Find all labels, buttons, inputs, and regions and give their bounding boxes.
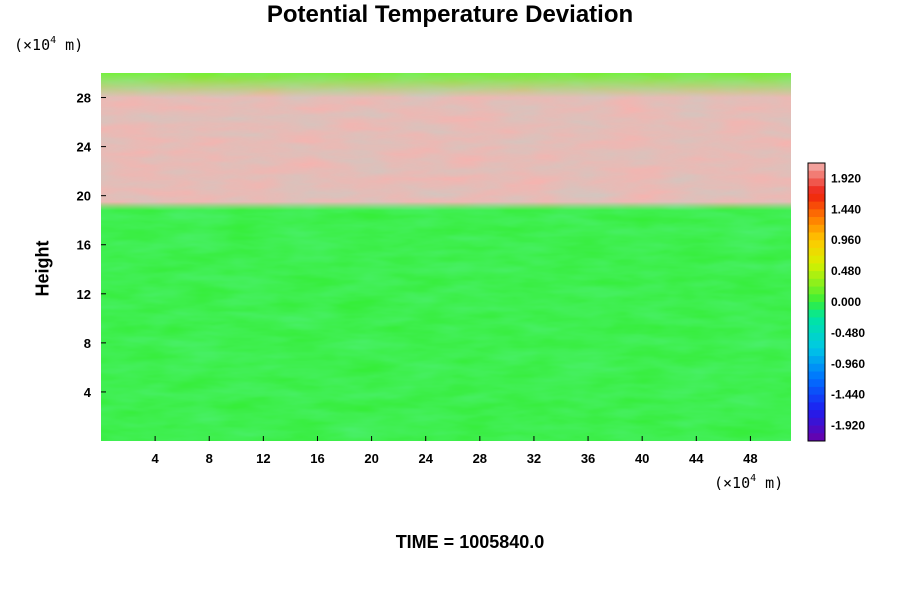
x-tick-label: 36	[581, 451, 595, 466]
x-axis-ticks: 4 8 12 16 20 24 28 32 36 40 44 48	[152, 436, 758, 466]
y-axis-unit: (×104 m)	[14, 35, 84, 54]
x-tick-label: 8	[206, 451, 213, 466]
y-tick-label: 20	[77, 189, 91, 204]
colorbar-tick-label: 0.960	[831, 233, 861, 247]
colorbar-bin	[808, 193, 825, 203]
colorbar-bin	[808, 325, 825, 334]
x-tick-label: 4	[152, 451, 160, 466]
y-axis-ticks: 4 8 12 16 20 24 28	[77, 91, 106, 400]
colorbar: 1.920 1.440 0.960 0.480 0.000 -0.480 -0.960 -1.…	[807, 162, 865, 442]
colorbar-bin	[808, 209, 825, 218]
heatmap-texture	[101, 73, 791, 441]
y-tick-label: 28	[77, 91, 91, 106]
colorbar-bin	[808, 356, 825, 365]
y-tick-label: 4	[84, 385, 92, 400]
x-axis-unit: (×104 m)	[714, 473, 784, 492]
colorbar-bin	[808, 278, 825, 287]
colorbar-bin	[808, 363, 825, 372]
x-tick-label: 24	[418, 451, 433, 466]
colorbar-tick-label: 1.440	[831, 202, 861, 216]
colorbar-bin	[808, 294, 825, 303]
colorbar-tick-label: 0.480	[831, 264, 861, 278]
x-tick-label: 48	[743, 451, 757, 466]
colorbar-bin	[808, 309, 825, 318]
x-tick-label: 32	[527, 451, 541, 466]
x-tick-label: 12	[256, 451, 270, 466]
colorbar-bin	[808, 317, 825, 326]
y-tick-label: 8	[84, 336, 91, 351]
colorbar-bin	[808, 417, 825, 426]
x-tick-label: 16	[310, 451, 324, 466]
colorbar-bin	[808, 247, 825, 257]
colorbar-bin	[808, 302, 825, 311]
colorbar-bin	[808, 394, 825, 403]
colorbar-bin	[808, 286, 825, 295]
colorbar-bin	[808, 371, 825, 380]
colorbar-bin	[808, 201, 825, 210]
colorbar-bin	[808, 178, 825, 187]
colorbar-tick-label: -0.960	[831, 357, 865, 371]
colorbar-frame	[807, 162, 826, 442]
colorbar-bin	[808, 348, 825, 357]
colorbar-tick-label: -1.920	[831, 419, 865, 433]
colorbar-tick-label: 1.920	[831, 171, 861, 185]
y-tick-label: 24	[77, 140, 92, 155]
x-tick-label: 28	[473, 451, 487, 466]
colorbar-bin	[808, 340, 825, 349]
x-tick-label: 44	[689, 451, 704, 466]
heatmap-field	[101, 73, 791, 441]
colorbar-bin	[808, 386, 825, 396]
colorbar-bin	[808, 255, 825, 264]
colorbar-tick-label: 0.000	[831, 295, 861, 309]
colorbar-bin	[808, 224, 825, 233]
colorbar-bin	[808, 433, 825, 442]
colorbar-bin	[808, 402, 825, 411]
y-tick-label: 12	[77, 287, 91, 302]
colorbar-bin	[808, 271, 825, 280]
colorbar-bin	[808, 170, 825, 179]
x-tick-label: 20	[364, 451, 378, 466]
chart-title: Potential Temperature Deviation	[266, 1, 634, 28]
colorbar-bin	[808, 332, 825, 342]
colorbar-bin	[808, 425, 825, 434]
x-tick-label: 40	[635, 451, 649, 466]
colorbar-bin	[808, 379, 825, 388]
colorbar-bin	[808, 186, 825, 195]
colorbar-tick-label: -0.480	[831, 326, 865, 340]
y-tick-label: 16	[77, 238, 91, 253]
colorbar-tick-label: -1.440	[831, 388, 865, 402]
colorbar-bin	[808, 240, 825, 249]
colorbar-bin	[808, 410, 825, 419]
colorbar-bin	[808, 232, 825, 241]
colorbar-bin	[808, 263, 825, 272]
colorbar-bin	[808, 217, 825, 226]
time-label: TIME = 1005840.0	[395, 532, 545, 552]
colorbar-bin	[808, 163, 825, 172]
